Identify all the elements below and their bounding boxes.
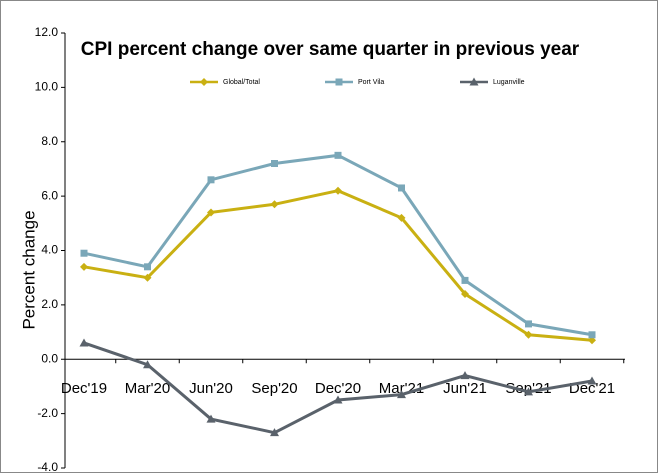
y-tick-label: 12.0 (35, 25, 59, 39)
x-tick-label: Mar'21 (379, 380, 424, 397)
point (80, 262, 88, 271)
x-tick-label: Jun'20 (189, 380, 233, 397)
legend-marker (200, 78, 208, 86)
y-axis-label: Percent change (19, 210, 38, 329)
point (524, 330, 533, 339)
legend-label: Luganville (493, 79, 525, 86)
point (206, 414, 216, 423)
y-tick-label: 10.0 (35, 80, 59, 94)
point (397, 390, 406, 399)
legend-marker (469, 77, 479, 86)
point (525, 320, 532, 328)
y-tick-label: 2.0 (41, 297, 58, 311)
point (461, 290, 469, 298)
point (397, 213, 406, 222)
point (334, 186, 342, 195)
x-tick-label: Dec'19 (61, 380, 107, 397)
point (207, 176, 215, 184)
point (460, 371, 470, 380)
x-tick-label: Jun'21 (443, 380, 487, 397)
legend-marker (335, 78, 343, 86)
y-tick-label: -4.0 (37, 460, 58, 473)
x-tick-label: Dec'20 (315, 380, 361, 397)
point (143, 360, 152, 369)
chart-title: CPI percent change over same quarter in … (81, 39, 580, 60)
point (207, 208, 215, 217)
point (79, 338, 89, 347)
point (333, 395, 343, 404)
point (334, 151, 342, 159)
point (271, 160, 278, 167)
y-tick-label: 4.0 (41, 243, 58, 257)
y-tick-label: 8.0 (41, 134, 58, 148)
point (588, 331, 596, 339)
y-tick-label: 0.0 (41, 351, 58, 365)
point (80, 249, 88, 257)
point (524, 387, 533, 396)
x-tick-label: Sep'20 (251, 380, 297, 397)
point (587, 376, 597, 385)
y-tick-label: 6.0 (41, 188, 58, 202)
point (270, 428, 279, 437)
point (461, 276, 469, 284)
legend-label: Global/Total (223, 79, 260, 86)
point (144, 263, 151, 271)
point (143, 273, 152, 282)
point (398, 184, 405, 192)
x-tick-label: Mar'20 (125, 380, 170, 397)
point (270, 200, 279, 209)
y-tick-label: -2.0 (37, 406, 58, 420)
legend-label: Port Vila (358, 79, 384, 86)
